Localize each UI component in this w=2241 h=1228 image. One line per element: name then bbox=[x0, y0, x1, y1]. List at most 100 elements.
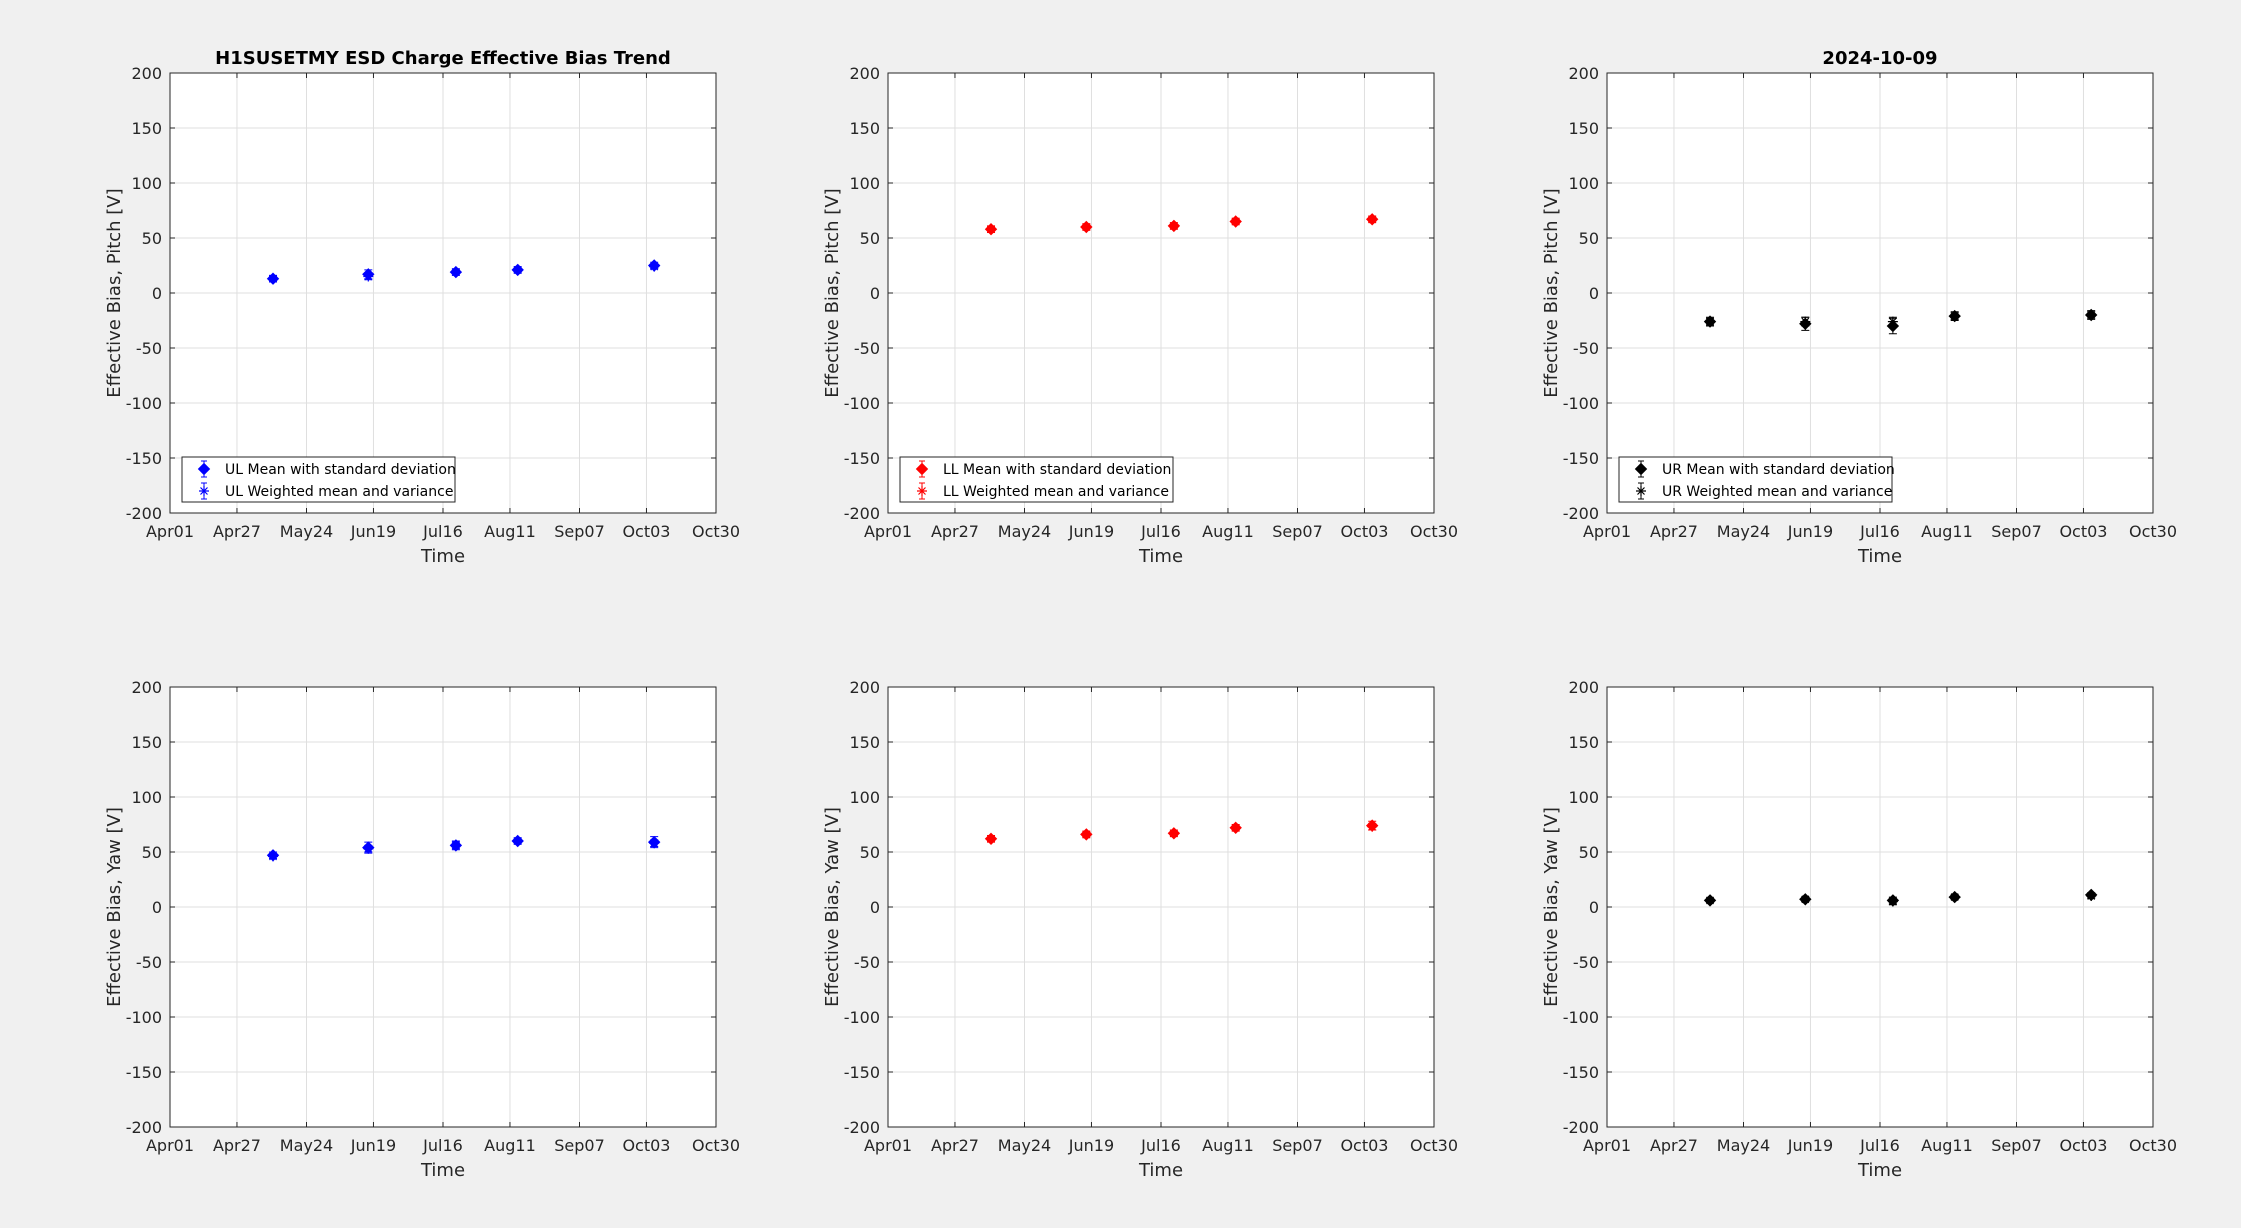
chart-title: 2024-10-09 bbox=[1822, 48, 1937, 69]
mean-point bbox=[1229, 821, 1242, 835]
y-tick-label: 200 bbox=[849, 678, 880, 697]
x-tick-label: Sep07 bbox=[1272, 522, 1323, 541]
legend-box bbox=[899, 456, 1174, 503]
axes-box bbox=[1606, 72, 2154, 514]
mean-point bbox=[362, 268, 375, 281]
x-tick-label: May24 bbox=[1717, 1136, 1770, 1155]
x-tick-label: Jul16 bbox=[422, 522, 463, 541]
y-tick-label: 0 bbox=[870, 284, 880, 303]
legend-asterisk-marker bbox=[917, 486, 927, 496]
x-tick-label: Oct03 bbox=[1340, 1136, 1388, 1155]
y-tick-label: 200 bbox=[849, 64, 880, 83]
y-tick-label: 100 bbox=[849, 788, 880, 807]
x-tick-label: Jul16 bbox=[1859, 1136, 1900, 1155]
y-tick-label: -150 bbox=[844, 449, 880, 468]
y-tick-label: -200 bbox=[126, 1118, 162, 1137]
mean-point bbox=[1365, 213, 1379, 226]
x-tick-label: Sep07 bbox=[1272, 1136, 1323, 1155]
y-tick-label: 100 bbox=[1568, 788, 1599, 807]
mean-point bbox=[1886, 319, 1900, 333]
mean-point bbox=[1886, 894, 1900, 907]
mean-point bbox=[511, 263, 524, 277]
mean-point bbox=[647, 835, 661, 849]
y-tick-label: 50 bbox=[1579, 843, 1599, 862]
x-tick-label: May24 bbox=[1717, 522, 1770, 541]
y-tick-label: 50 bbox=[860, 229, 880, 248]
x-tick-label: Aug11 bbox=[1921, 1136, 1973, 1155]
x-tick-label: Jun19 bbox=[1787, 1136, 1833, 1155]
legend-entry: LL Mean with standard deviation bbox=[943, 462, 1171, 478]
y-tick-label: -150 bbox=[1563, 1063, 1599, 1082]
y-tick-label: -50 bbox=[854, 339, 880, 358]
y-tick-label: -200 bbox=[844, 504, 880, 523]
x-tick-label: Apr27 bbox=[931, 1136, 979, 1155]
y-tick-label: -50 bbox=[1573, 953, 1599, 972]
y-tick-label: -150 bbox=[126, 1063, 162, 1082]
x-tick-label: Aug11 bbox=[1202, 1136, 1254, 1155]
x-tick-label: Apr01 bbox=[1583, 522, 1631, 541]
y-tick-label: -100 bbox=[1563, 1008, 1599, 1027]
x-tick-label: Oct03 bbox=[2059, 1136, 2107, 1155]
y-tick-label: 200 bbox=[1568, 64, 1599, 83]
x-tick-label: Jun19 bbox=[1787, 522, 1833, 541]
legend-asterisk-marker bbox=[199, 486, 209, 496]
y-axis-label: Effective Bias, Yaw [V] bbox=[1541, 807, 1562, 1007]
x-axis-label: Time bbox=[420, 1160, 465, 1181]
axes-box bbox=[887, 72, 1435, 514]
x-tick-label: Apr27 bbox=[1650, 1136, 1698, 1155]
x-tick-label: Oct03 bbox=[622, 1136, 670, 1155]
mean-point bbox=[1703, 894, 1717, 907]
chart-panel-4: Apr01 Apr27 May24 Jun19 Jul16 Aug11 Sep07 Oct03… bbox=[104, 678, 740, 1181]
x-tick-label: Jun19 bbox=[350, 1136, 396, 1155]
chart-panel-5: Apr01 Apr27 May24 Jun19 Jul16 Aug11 Sep07 Oct03… bbox=[822, 678, 1458, 1181]
y-tick-label: 0 bbox=[870, 898, 880, 917]
x-axis-label: Time bbox=[1857, 546, 1902, 567]
x-tick-label: Apr01 bbox=[1583, 1136, 1631, 1155]
mean-point bbox=[266, 849, 280, 862]
x-tick-label: Oct30 bbox=[1410, 1136, 1458, 1155]
y-tick-label: 150 bbox=[1568, 119, 1599, 138]
mean-point bbox=[449, 839, 463, 852]
y-tick-label: 0 bbox=[152, 898, 162, 917]
x-tick-label: Apr27 bbox=[931, 522, 979, 541]
x-tick-label: Oct03 bbox=[1340, 522, 1388, 541]
mean-point bbox=[1948, 890, 1961, 904]
legend-entry: UL Mean with standard deviation bbox=[225, 462, 456, 478]
x-tick-label: May24 bbox=[998, 522, 1051, 541]
y-tick-label: -150 bbox=[1563, 449, 1599, 468]
x-tick-label: Jun19 bbox=[350, 522, 396, 541]
mean-point bbox=[449, 265, 463, 279]
y-tick-label: 50 bbox=[142, 843, 162, 862]
legend-entry: LL Weighted mean and variance bbox=[943, 484, 1169, 500]
mean-point bbox=[1799, 317, 1812, 331]
x-tick-label: Apr01 bbox=[864, 522, 912, 541]
y-tick-label: -100 bbox=[844, 394, 880, 413]
x-tick-label: Oct30 bbox=[1410, 522, 1458, 541]
y-axis-label: Effective Bias, Yaw [V] bbox=[104, 807, 125, 1007]
axes-box bbox=[169, 72, 717, 514]
y-tick-label: -100 bbox=[126, 394, 162, 413]
mean-point bbox=[1948, 309, 1961, 323]
x-tick-label: Jul16 bbox=[1140, 1136, 1181, 1155]
y-tick-label: 50 bbox=[142, 229, 162, 248]
x-tick-label: Oct03 bbox=[622, 522, 670, 541]
mean-point bbox=[1365, 819, 1379, 832]
mean-point bbox=[362, 841, 375, 854]
y-axis-label: Effective Bias, Pitch [V] bbox=[822, 188, 843, 397]
x-tick-label: Apr27 bbox=[1650, 522, 1698, 541]
y-tick-label: 0 bbox=[1589, 898, 1599, 917]
y-tick-label: 200 bbox=[1568, 678, 1599, 697]
legend: LL Mean with standard deviation LL Weight… bbox=[899, 456, 1174, 503]
legend-entry: UR Mean with standard deviation bbox=[1662, 462, 1895, 478]
y-tick-label: 200 bbox=[131, 64, 162, 83]
y-tick-label: 100 bbox=[131, 174, 162, 193]
x-tick-label: Jul16 bbox=[1140, 522, 1181, 541]
x-tick-label: Jul16 bbox=[422, 1136, 463, 1155]
y-tick-label: 50 bbox=[1579, 229, 1599, 248]
y-axis-label: Effective Bias, Pitch [V] bbox=[104, 188, 125, 397]
chart-title: H1SUSETMY ESD Charge Effective Bias Tren… bbox=[215, 48, 671, 69]
chart-panel-3: Apr01 Apr27 May24 Jun19 Jul16 Aug11 Sep07 Oct03… bbox=[1541, 48, 2177, 567]
y-tick-label: -200 bbox=[1563, 504, 1599, 523]
y-tick-label: 200 bbox=[131, 678, 162, 697]
